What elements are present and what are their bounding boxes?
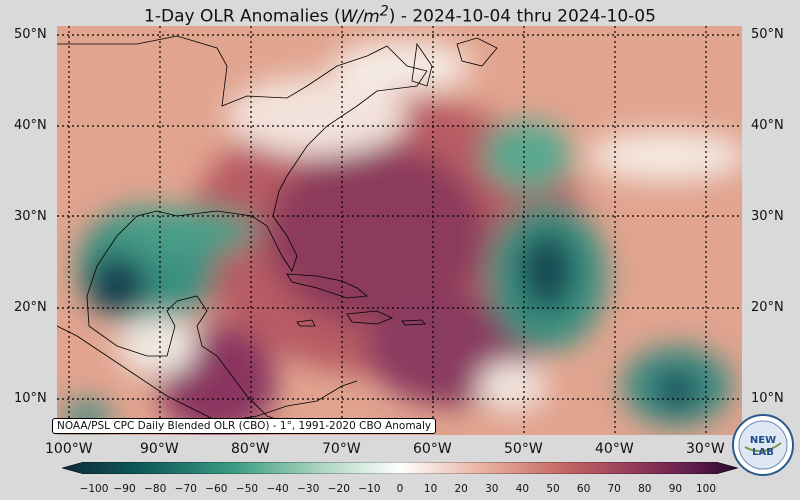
data-attribution: NOAA/PSL CPC Daily Blended OLR (CBO) - 1… <box>52 418 437 434</box>
lon-label-100w: 100°W <box>45 441 93 457</box>
lat-label-50n: 50°N <box>14 27 47 42</box>
colorbar-tick-label: −70 <box>174 483 197 495</box>
colorbar-tick-label: −50 <box>235 483 259 495</box>
lon-label-90w: 90°W <box>140 441 179 457</box>
colorbar-tick-label: 20 <box>454 483 468 495</box>
colorbar-tick-label: 90 <box>668 483 683 495</box>
colorbar-tick-label: −30 <box>297 483 320 495</box>
lon-label-30w: 30°W <box>686 441 725 457</box>
colorbar-tick-label: −100 <box>79 483 109 495</box>
lat-label-right-40n: 40°N <box>751 118 784 133</box>
logo-text-top: NEW <box>750 435 776 446</box>
colorbar-tick-label: 40 <box>515 483 530 495</box>
logo-text-bottom: LAB <box>752 447 774 458</box>
colorbar-tick-label: −40 <box>266 483 289 495</box>
colorbar-tick-label: 10 <box>423 483 438 495</box>
lon-label-50w: 50°W <box>504 441 543 457</box>
colorbar-tick-label: −20 <box>327 483 350 495</box>
colorbar-tick-label: −80 <box>144 483 167 495</box>
lat-label-right-20n: 20°N <box>751 300 784 315</box>
lon-label-80w: 80°W <box>231 441 270 457</box>
colorbar-tick-label: −90 <box>113 483 136 495</box>
lon-label-60w: 60°W <box>413 441 452 457</box>
colorbar-tick-label: 60 <box>576 483 591 495</box>
newlab-logo: NEW LAB <box>732 414 794 476</box>
lat-label-right-30n: 30°N <box>751 209 784 224</box>
lat-label-30n: 30°N <box>14 209 47 224</box>
lon-label-70w: 70°W <box>322 441 361 457</box>
colorbar-tick-label: 80 <box>638 483 652 495</box>
lat-label-40n: 40°N <box>14 118 47 133</box>
lat-label-20n: 20°N <box>14 300 47 315</box>
colorbar-tick-label: 100 <box>695 483 717 495</box>
colorbar-tick-label: −60 <box>205 483 228 495</box>
lon-label-40w: 40°W <box>595 441 634 457</box>
colorbar-tick-label: −10 <box>358 483 381 495</box>
colorbar-tick-label: 30 <box>485 483 499 495</box>
lat-label-right-50n: 50°N <box>751 27 784 42</box>
lat-label-10n: 10°N <box>14 391 47 406</box>
lat-label-right-10n: 10°N <box>751 391 784 406</box>
olr-anomaly-map <box>57 26 742 435</box>
colorbar-tick-label: 50 <box>546 483 560 495</box>
colorbar-tick-label: 0 <box>396 483 404 495</box>
colorbar-tick-label: 70 <box>607 483 621 495</box>
colorbar <box>62 462 738 474</box>
map-title: 1-Day OLR Anomalies (W/m2) - 2024-10-04 … <box>144 3 656 27</box>
